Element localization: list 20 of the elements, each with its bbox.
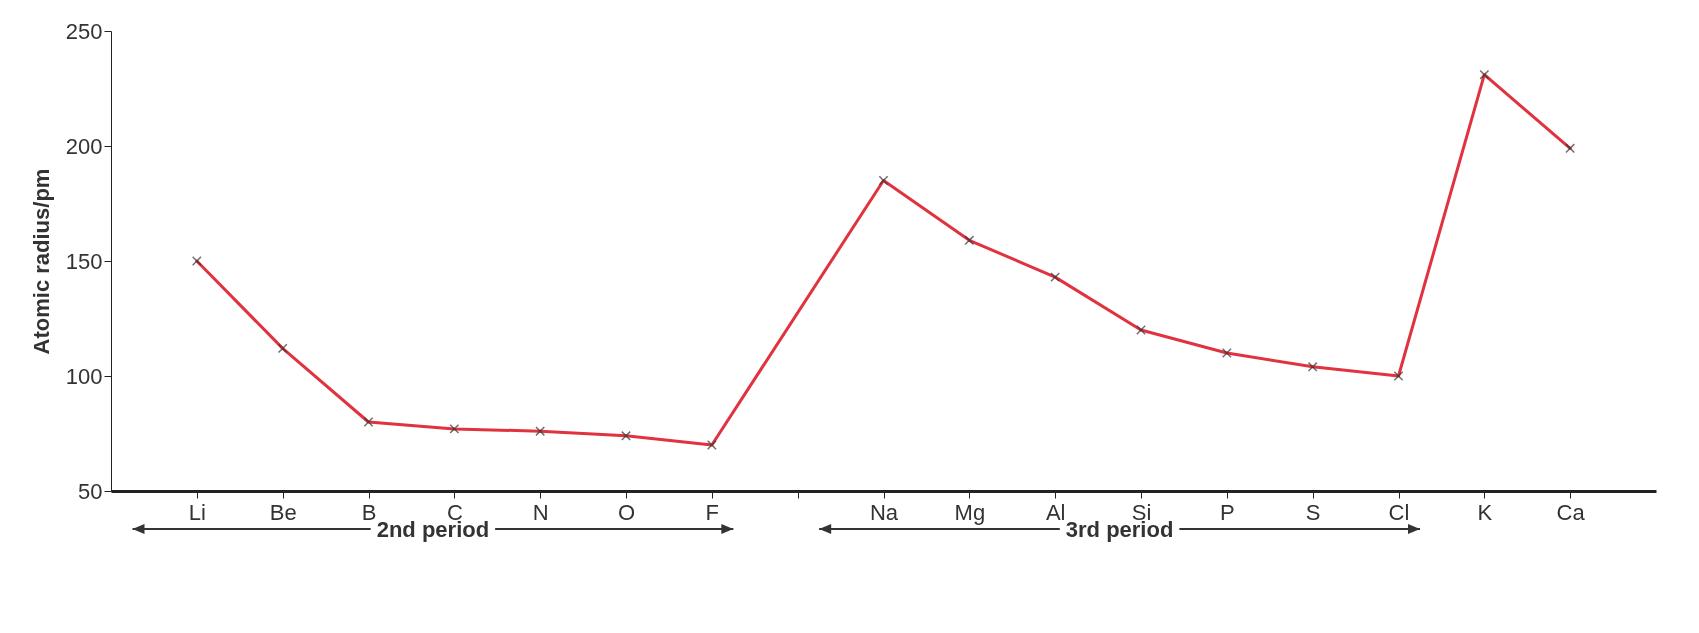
x-tick-label: N [532,499,549,525]
y-tick-label: 200 [65,133,103,159]
x-tick-label: Cl [1388,499,1410,525]
y-tick-label: 50 [78,478,103,504]
x-tick-label: Al [1045,499,1066,525]
x-tick-label: O [617,499,636,525]
x-tick-label: Be [269,499,297,525]
x-tick-label: S [1305,499,1321,525]
x-tick-label: Mg [954,499,986,525]
y-tick-label: 150 [65,248,103,274]
x-tick-label: Na [869,499,899,525]
x-tick-label: P [1219,499,1235,525]
x-tick-label: Li [188,499,206,525]
y-axis-title: Atomic radius/pm [28,168,54,355]
x-tick-label: B [361,499,377,525]
y-tick-label: 250 [65,18,103,44]
x-tick-label: K [1477,499,1493,525]
x-tick-label: Ca [1556,499,1586,525]
x-tick-label: F [705,499,720,525]
y-tick-label: 100 [65,363,103,389]
